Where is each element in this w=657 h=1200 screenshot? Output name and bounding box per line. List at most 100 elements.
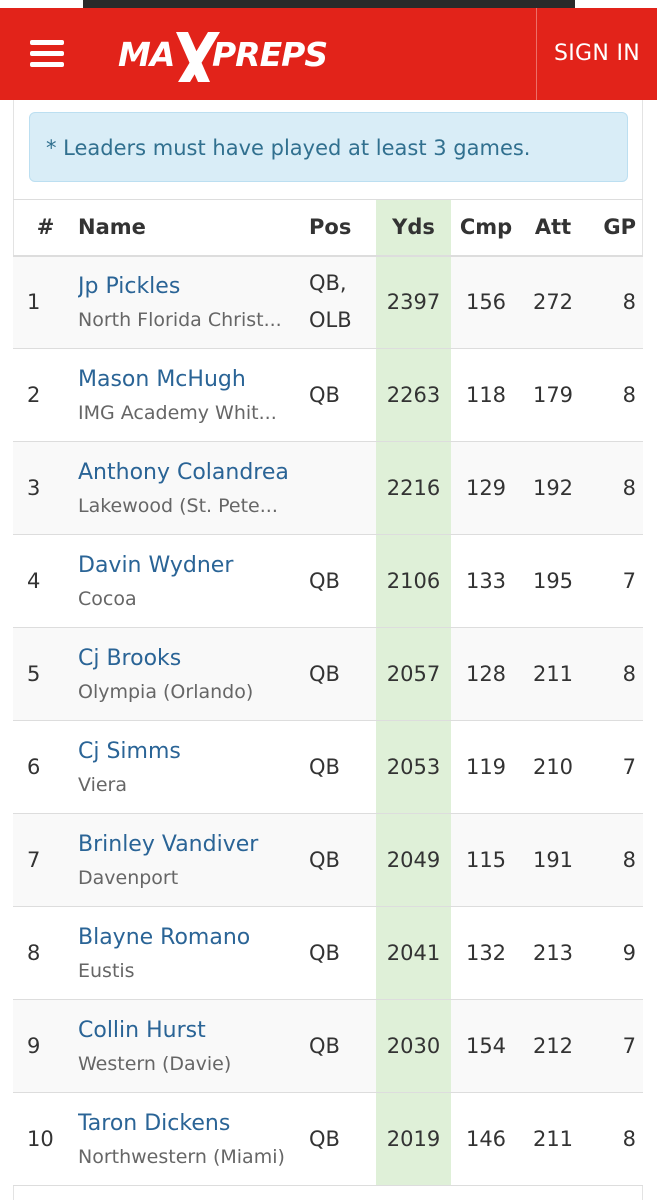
player-cell: Blayne Romano Eustis	[78, 906, 309, 1000]
att-cell: 272	[521, 255, 585, 349]
gp-cell: 8	[585, 813, 643, 907]
pos-cell: QB, OLB	[309, 255, 376, 349]
logo-text-preps: PREPS	[212, 35, 327, 74]
table-row: 5 Cj Brooks Olympia (Orlando) QB 2057 12…	[13, 627, 643, 721]
cmp-cell: 133	[451, 534, 521, 628]
att-cell: 192	[521, 441, 585, 535]
leaders-table: # Name Pos Yds Cmp Att GP 1 Jp Pickles N…	[13, 199, 643, 1186]
hamburger-menu-icon[interactable]	[30, 40, 64, 68]
yds-cell: 2019	[376, 1092, 451, 1186]
player-name-link[interactable]: Blayne Romano	[78, 924, 251, 950]
header-cmp[interactable]: Cmp	[451, 199, 521, 257]
leaders-notice: * Leaders must have played at least 3 ga…	[29, 112, 628, 182]
player-name-link[interactable]: Cj Simms	[78, 738, 181, 764]
school-name: Davenport	[78, 866, 179, 889]
table-row: 3 Anthony Colandrea Lakewood (St. Pete..…	[13, 441, 643, 535]
site-header: MA PREPS SIGN IN	[0, 8, 657, 100]
att-cell: 195	[521, 534, 585, 628]
school-name: Viera	[78, 773, 128, 796]
pos-cell: QB	[309, 813, 376, 907]
school-name: Cocoa	[78, 587, 137, 610]
school-name: Olympia (Orlando)	[78, 680, 254, 703]
table-row: 9 Collin Hurst Western (Davie) QB 2030 1…	[13, 999, 643, 1093]
cmp-cell: 115	[451, 813, 521, 907]
player-name-link[interactable]: Taron Dickens	[78, 1110, 231, 1136]
gp-cell: 8	[585, 627, 643, 721]
att-cell: 210	[521, 720, 585, 814]
att-cell: 191	[521, 813, 585, 907]
player-cell: Brinley Vandiver Davenport	[78, 813, 309, 907]
player-cell: Taron Dickens Northwestern (Miami)	[78, 1092, 309, 1186]
cmp-cell: 154	[451, 999, 521, 1093]
logo-x-stroke-2	[178, 32, 220, 82]
table-row: 4 Davin Wydner Cocoa QB 2106 133 195 7	[13, 534, 643, 628]
gp-cell: 8	[585, 441, 643, 535]
table-row: 1 Jp Pickles North Florida Christ... QB,…	[13, 255, 643, 349]
top-photo-strip	[0, 0, 657, 8]
yds-cell: 2053	[376, 720, 451, 814]
cmp-cell: 156	[451, 255, 521, 349]
rank-cell: 1	[13, 255, 78, 349]
header-name[interactable]: Name	[78, 199, 309, 257]
logo-text-ma: MA	[118, 35, 174, 74]
pos-cell: QB	[309, 720, 376, 814]
player-name-link[interactable]: Cj Brooks	[78, 645, 182, 671]
rank-cell: 3	[13, 441, 78, 535]
header-att[interactable]: Att	[521, 199, 585, 257]
rank-cell: 4	[13, 534, 78, 628]
pos-cell: QB	[309, 906, 376, 1000]
header-divider	[536, 8, 537, 100]
cmp-cell: 129	[451, 441, 521, 535]
yds-cell: 2263	[376, 348, 451, 442]
table-row: 10 Taron Dickens Northwestern (Miami) QB…	[13, 1092, 643, 1186]
player-cell: Anthony Colandrea Lakewood (St. Pete...	[78, 441, 309, 535]
yds-cell: 2030	[376, 999, 451, 1093]
table-row: 6 Cj Simms Viera QB 2053 119 210 7	[13, 720, 643, 814]
gp-cell: 8	[585, 348, 643, 442]
sign-in-button[interactable]: SIGN IN	[554, 41, 640, 66]
att-cell: 211	[521, 627, 585, 721]
player-name-link[interactable]: Collin Hurst	[78, 1017, 206, 1043]
banner-photo	[83, 0, 575, 8]
yds-cell: 2397	[376, 255, 451, 349]
player-cell: Cj Simms Viera	[78, 720, 309, 814]
school-name: Eustis	[78, 959, 135, 982]
player-cell: Jp Pickles North Florida Christ...	[78, 255, 309, 349]
yds-cell: 2057	[376, 627, 451, 721]
pos-cell: QB	[309, 534, 376, 628]
header-gp[interactable]: GP	[585, 199, 643, 257]
header-rank[interactable]: #	[13, 199, 78, 257]
rank-cell: 9	[13, 999, 78, 1093]
rank-cell: 5	[13, 627, 78, 721]
att-cell: 179	[521, 348, 585, 442]
cmp-cell: 132	[451, 906, 521, 1000]
header-yds[interactable]: Yds	[376, 199, 451, 257]
pos-cell: QB	[309, 348, 376, 442]
maxpreps-logo[interactable]: MA PREPS	[116, 26, 328, 88]
rank-cell: 8	[13, 906, 78, 1000]
att-cell: 211	[521, 1092, 585, 1186]
header-pos[interactable]: Pos	[309, 199, 376, 257]
school-name: Northwestern (Miami)	[78, 1145, 285, 1168]
pos-cell	[309, 441, 376, 535]
player-name-link[interactable]: Mason McHugh	[78, 366, 246, 392]
gp-cell: 8	[585, 255, 643, 349]
school-name: IMG Academy Whit...	[78, 401, 277, 424]
gp-cell: 9	[585, 906, 643, 1000]
player-name-link[interactable]: Davin Wydner	[78, 552, 234, 578]
rank-cell: 7	[13, 813, 78, 907]
rank-cell: 10	[13, 1092, 78, 1186]
table-header-row: # Name Pos Yds Cmp Att GP	[13, 199, 643, 257]
rank-cell: 2	[13, 348, 78, 442]
school-name: Western (Davie)	[78, 1052, 232, 1075]
player-name-link[interactable]: Jp Pickles	[78, 273, 181, 299]
player-name-link[interactable]: Brinley Vandiver	[78, 831, 259, 857]
pos-cell: QB	[309, 1092, 376, 1186]
gp-cell: 7	[585, 720, 643, 814]
table-row: 7 Brinley Vandiver Davenport QB 2049 115…	[13, 813, 643, 907]
gp-cell: 8	[585, 1092, 643, 1186]
school-name: Lakewood (St. Pete...	[78, 494, 278, 517]
rank-cell: 6	[13, 720, 78, 814]
yds-cell: 2041	[376, 906, 451, 1000]
player-name-link[interactable]: Anthony Colandrea	[78, 459, 289, 485]
